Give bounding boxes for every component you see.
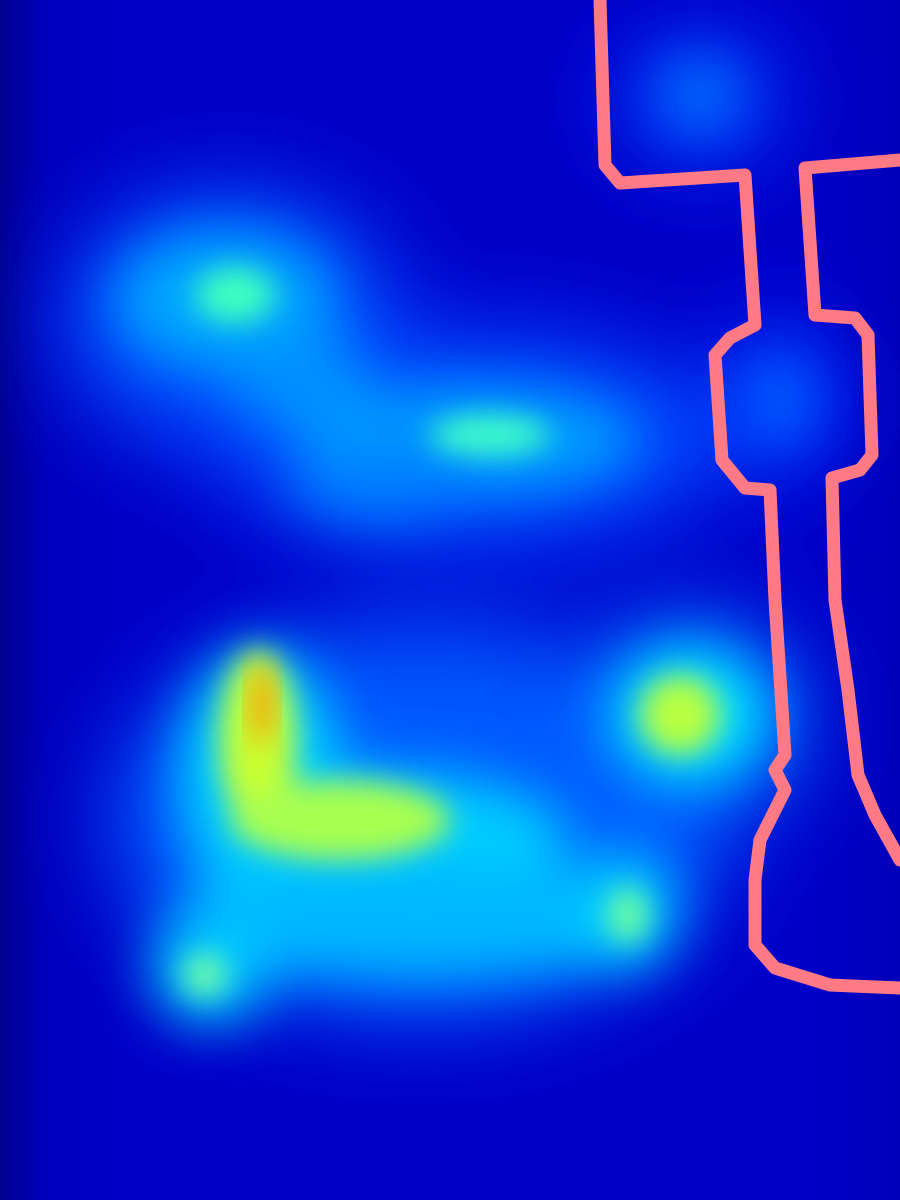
top-right-spot	[660, 60, 740, 130]
upper-left-tail	[230, 330, 370, 430]
right-inner-spot	[745, 355, 815, 445]
peak-hotspot	[252, 665, 272, 745]
lower-middle-core	[608, 887, 648, 943]
outline-contour	[593, 0, 900, 995]
upper-left-blob-core	[195, 267, 275, 323]
outline-contour-inner	[798, 153, 900, 867]
middle-band-left	[290, 440, 470, 520]
lower-bottom-band	[170, 860, 670, 980]
lower-horizontal-core	[230, 780, 450, 860]
middle-band-core	[430, 415, 550, 455]
right-hotspot-core	[640, 675, 720, 755]
lower-left-core	[183, 953, 227, 997]
heat-peak-layer	[252, 665, 272, 745]
